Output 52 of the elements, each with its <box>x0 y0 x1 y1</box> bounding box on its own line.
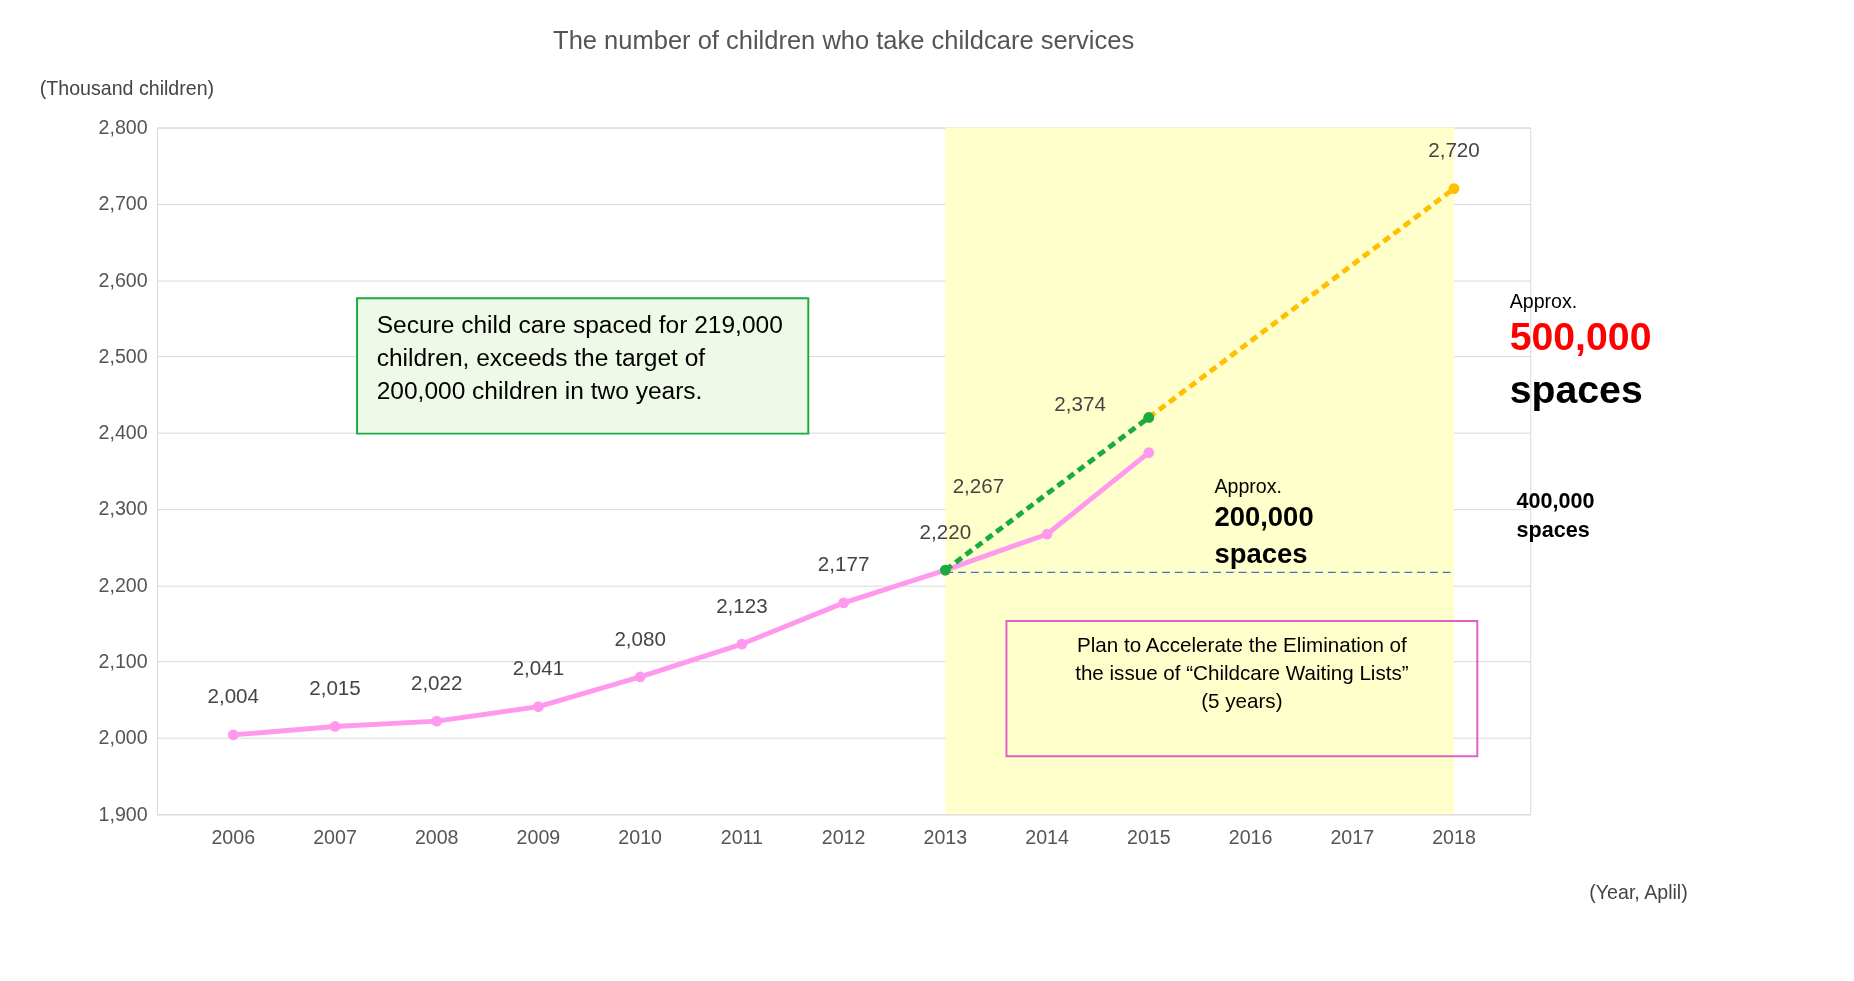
point <box>1448 183 1460 194</box>
point <box>227 729 239 741</box>
annotation: Approx. 500,000 spaces <box>1509 290 1652 412</box>
y-tick-label: 2,700 <box>98 192 148 215</box>
point <box>838 597 849 609</box>
x-tick-label: 2015 <box>1126 826 1171 849</box>
data-label: 2,374 <box>1054 392 1106 416</box>
chart-title: The number of children who take childcare services <box>553 26 1135 55</box>
x-tick-label: 2014 <box>1025 826 1069 849</box>
y-tick-label: 2,300 <box>98 497 148 520</box>
y-axis-title: (Thousand children) <box>39 76 215 99</box>
annotation: Secure child care spaced for 219,000 children, exceeds the target of 200,000 children in two years. <box>376 310 783 404</box>
point <box>1143 447 1155 458</box>
point <box>736 638 748 650</box>
x-tick-label: 2012 <box>821 826 866 849</box>
y-tick-label: 2,400 <box>98 421 148 444</box>
y-tick-label: 1,900 <box>98 802 148 825</box>
y-tick-label: 2,000 <box>98 726 148 749</box>
point <box>1041 528 1053 540</box>
x-tick-label: 2007 <box>313 826 357 849</box>
data-label: 2,015 <box>309 676 361 700</box>
x-tick-label: 2009 <box>516 826 561 849</box>
data-label: 2,041 <box>512 656 565 680</box>
y-tick-label: 2,500 <box>98 344 148 367</box>
y-tick-label: 2,200 <box>98 573 148 596</box>
x-axis-title: (Year, Aplil) <box>1589 881 1688 904</box>
annotation: Approx. 200,000 spaces <box>1214 475 1314 569</box>
x-tick-label: 2008 <box>414 826 459 849</box>
data-label: 2,022 <box>410 670 463 694</box>
y-tick-label: 2,600 <box>98 268 148 291</box>
data-label: 2,220 <box>919 519 972 543</box>
y-tick-label: 2,800 <box>98 115 148 138</box>
data-label: 2,080 <box>614 626 666 650</box>
x-tick-label: 2016 <box>1228 826 1273 849</box>
annotation: 400,000 spaces <box>1516 488 1595 543</box>
annotation: Plan to Accelerate the Elimination of the issue of “Childcare Waiting Lists” (5 years) <box>1075 633 1409 712</box>
data-label: 2,720 <box>1428 138 1480 162</box>
point <box>533 701 544 713</box>
x-tick-label: 2018 <box>1432 826 1476 849</box>
point <box>431 715 443 727</box>
x-tick-label: 2013 <box>923 826 968 849</box>
x-tick-label: 2017 <box>1330 826 1375 849</box>
point <box>329 721 341 732</box>
point <box>634 671 646 683</box>
data-label: 2,004 <box>207 684 260 708</box>
y-tick-label: 2,100 <box>98 650 148 673</box>
x-tick-label: 2011 <box>720 826 763 849</box>
data-label: 2,267 <box>952 474 1005 498</box>
data-label: 2,177 <box>817 552 870 576</box>
x-tick-label: 2010 <box>618 826 663 849</box>
x-tick-label: 2006 <box>211 826 256 849</box>
data-label: 2,123 <box>716 593 768 617</box>
